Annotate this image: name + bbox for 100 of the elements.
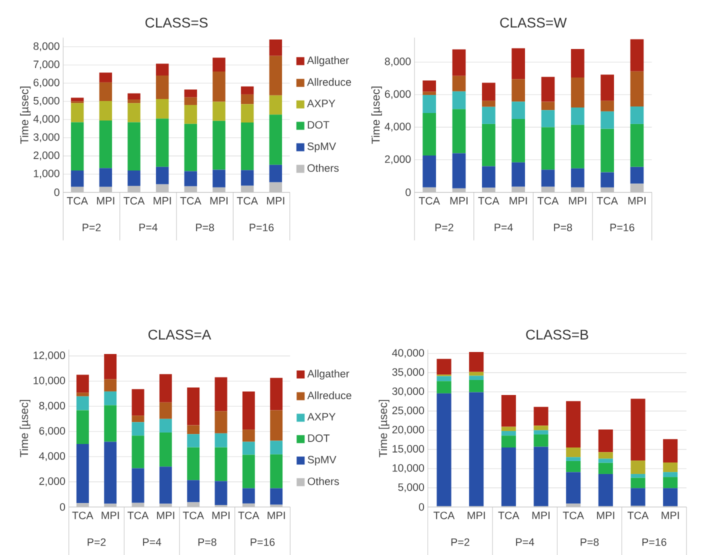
bar — [422, 156, 436, 188]
bar — [214, 433, 228, 448]
x-tick-label: MPI — [468, 512, 485, 520]
bar — [663, 462, 678, 472]
legend-label: Others — [308, 164, 339, 172]
bar — [436, 381, 452, 394]
bar — [512, 119, 526, 162]
bar — [570, 168, 584, 188]
bar — [128, 122, 140, 170]
bar — [269, 56, 282, 96]
bar — [240, 104, 254, 122]
x-tick-label: MPI — [597, 512, 614, 520]
bar — [214, 447, 228, 482]
bar — [422, 94, 436, 114]
bar — [566, 401, 581, 448]
bar — [269, 39, 282, 56]
bar — [469, 376, 484, 380]
bar — [240, 122, 254, 170]
bar — [598, 462, 613, 474]
x-tick-label: TCA — [238, 512, 260, 520]
bar — [600, 74, 614, 101]
bar — [630, 124, 644, 167]
text: P=4 — [516, 538, 534, 546]
y-tick-label: 6,000 — [384, 90, 411, 100]
x-tick-label: TCA — [418, 197, 440, 205]
bar — [566, 448, 581, 458]
bar — [452, 91, 466, 110]
bar — [422, 80, 436, 92]
y-tick-label: 0 — [54, 188, 60, 196]
y-tick-label: 12,000 — [34, 352, 66, 360]
bar — [212, 120, 226, 170]
bar — [76, 374, 89, 393]
bar — [269, 164, 282, 182]
bar — [422, 92, 436, 95]
text: P=16 — [610, 224, 634, 232]
bar — [452, 153, 466, 188]
bar — [159, 432, 172, 467]
y-tick-label: 5,000 — [34, 96, 60, 106]
bar — [242, 488, 255, 504]
bar — [214, 377, 228, 412]
bar — [156, 76, 169, 99]
y-axis-title: Time [µsec] — [378, 400, 390, 458]
bar — [132, 468, 144, 503]
y-tick-label: 3,000 — [34, 133, 60, 142]
bar — [436, 376, 452, 382]
bar — [630, 106, 644, 124]
x-tick-label: TCA — [538, 197, 559, 205]
y-tick-label: 35,000 — [392, 368, 424, 378]
bar — [663, 472, 678, 478]
bar — [436, 358, 452, 375]
bar — [566, 457, 581, 461]
x-tick-label: MPI — [102, 512, 119, 520]
bar — [269, 95, 282, 115]
bar — [132, 416, 144, 422]
bar — [184, 124, 198, 172]
bar — [534, 446, 548, 506]
bar — [240, 86, 254, 94]
x-tick-label: MPI — [210, 197, 228, 204]
y-tick-label: 7,000 — [34, 60, 60, 70]
bar — [104, 391, 117, 406]
bar — [482, 100, 496, 107]
y-tick-label: 4,000 — [33, 115, 60, 124]
legend-label: SpMV — [308, 142, 336, 152]
x-tick-label: TCA — [182, 512, 204, 520]
x-tick-label: TCA — [628, 512, 649, 520]
bar — [128, 103, 140, 122]
bar — [104, 442, 117, 504]
bar — [156, 118, 169, 167]
text: P=2 — [451, 538, 470, 546]
text: P=8 — [196, 224, 214, 232]
bar — [187, 434, 200, 448]
y-tick-label: 10,000 — [392, 464, 424, 474]
x-tick-label: TCA — [434, 512, 455, 520]
bar — [534, 406, 548, 426]
bar — [187, 425, 200, 434]
bar — [270, 378, 283, 410]
y-tick-label: 2,000 — [39, 477, 66, 486]
bar — [512, 102, 526, 120]
bar — [512, 162, 526, 187]
y-tick-label: 0 — [60, 503, 66, 511]
bar — [99, 120, 112, 168]
y-tick-label: 2,000 — [34, 152, 60, 160]
bar — [240, 170, 254, 186]
y-tick-label: 8,000 — [39, 402, 66, 411]
y-tick-label: 40,000 — [392, 349, 424, 358]
bar — [212, 58, 226, 72]
bar — [541, 110, 555, 128]
chart-title: CLASS=W — [500, 18, 567, 28]
bar — [422, 113, 436, 156]
y-tick-label: 6,000 — [34, 78, 60, 88]
x-tick-label: TCA — [478, 197, 500, 205]
bar — [156, 64, 169, 76]
x-tick-label: MPI — [450, 197, 468, 204]
x-tick-label: TCA — [128, 512, 149, 520]
y-tick-label: 30,000 — [392, 387, 424, 396]
y-tick-label: 20,000 — [392, 426, 424, 435]
bar — [159, 402, 172, 419]
bar — [630, 488, 646, 506]
x-tick-label: MPI — [662, 512, 679, 520]
x-tick-label: TCA — [180, 197, 202, 205]
